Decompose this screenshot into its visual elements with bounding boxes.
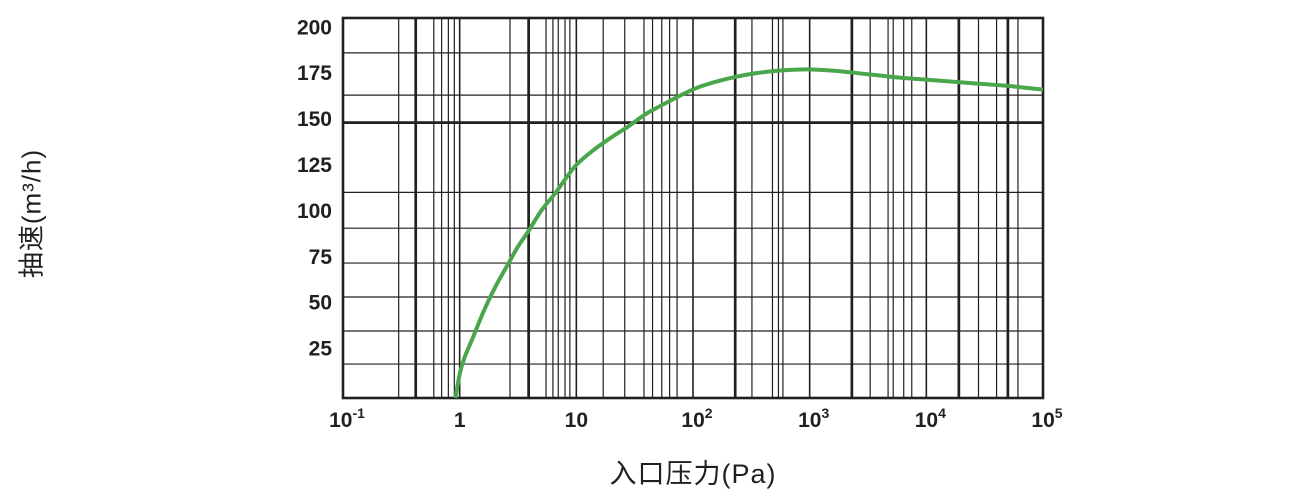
pumping-speed-curve [453,67,1044,399]
x-tick-label: 105 [1031,405,1062,432]
y-axis-title: 抽速(m³/h) [16,148,47,279]
y-tick-label: 50 [309,292,332,315]
grid-lines [343,18,1043,398]
y-tick-label: 125 [297,154,332,177]
x-tick-label: 1 [454,409,466,432]
y-tick-label: 75 [309,246,333,269]
y-tick-label: 150 [297,108,332,131]
x-tick-label: 104 [915,405,946,432]
x-tick-label: 10 [565,409,588,432]
x-axis-title: 入口压力(Pa) [609,459,777,489]
x-axis-ticks: 10-1 1 10 102 103 104 105 [329,405,1063,432]
x-tick-label: 102 [681,405,712,432]
y-tick-label: 175 [297,62,332,85]
plot-border [341,16,1045,400]
x-tick-label: 103 [798,405,829,432]
x-tick-label: 10-1 [329,405,365,432]
y-tick-label: 25 [309,338,333,361]
y-tick-label: 100 [297,200,332,223]
y-axis-ticks: 200 175 150 125 100 75 50 25 [297,16,332,360]
y-tick-label: 200 [297,16,332,39]
